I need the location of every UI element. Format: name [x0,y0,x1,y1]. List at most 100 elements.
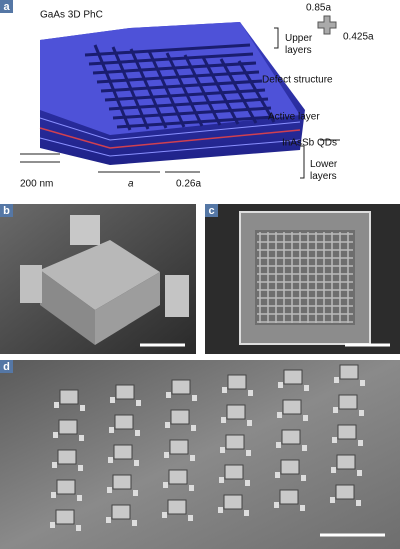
crystal [58,419,78,435]
rod [112,106,272,120]
panel-label: c [208,205,214,217]
active-label: Active layer [268,112,320,123]
pad [110,397,115,403]
pad [188,515,193,521]
pad [135,430,140,436]
pad [134,460,139,466]
pad [164,452,169,458]
pad [108,457,113,463]
pad [165,422,170,428]
rod-width: 0.26a [176,179,201,190]
pad [165,275,189,317]
pad [221,417,226,423]
panel-label-box [205,204,218,217]
text-line: layers [285,45,312,56]
crystal [168,469,188,485]
pad [109,427,114,433]
pad [50,522,55,528]
crystal [283,369,303,385]
pad [54,402,59,408]
pad [20,265,42,303]
crystal-side [40,270,95,345]
panel-label-box [0,360,13,373]
pad [133,490,138,496]
defect-cross [317,15,337,35]
pad [106,517,111,523]
crystal [111,504,131,520]
pad [218,507,223,513]
pad [192,395,197,401]
pad [275,472,280,478]
pad [303,415,308,421]
width-label: 0.85a [306,3,331,14]
crystal [171,379,191,395]
pad [330,497,335,503]
crystal-side [95,272,160,345]
rod-grid [257,232,353,323]
crystal [224,464,244,480]
panel-b: b [0,204,196,354]
crystal [280,459,300,475]
pad [359,410,364,416]
text-line: Lower [310,159,338,170]
crystal [55,509,75,525]
crystal [167,499,187,515]
pad [107,487,112,493]
pad [191,425,196,431]
pad [360,380,365,386]
qd-label: InAsSb QDs [282,138,337,149]
crystal [223,494,243,510]
pad [245,480,250,486]
period: a [128,179,134,190]
pad [302,445,307,451]
pad [246,450,251,456]
crystal [59,389,79,405]
pad [247,420,252,426]
crystal [115,384,135,400]
crystal [335,484,355,500]
panel-c: c [205,204,400,354]
title: GaAs 3D PhC [40,10,103,21]
rod-array [255,230,355,325]
pad [77,495,82,501]
crystal [226,404,246,420]
pad [357,470,362,476]
pad [248,390,253,396]
defect-label: Defect structure [262,75,333,86]
rod [116,115,275,129]
pad [70,215,100,245]
pad [274,502,279,508]
layer-line [39,117,301,141]
pad [162,512,167,518]
pad [244,510,249,516]
crystal [170,409,190,425]
brackets [274,27,305,179]
crystal [339,364,359,380]
pad [51,492,56,498]
rod [219,58,258,124]
panel-d: d [0,360,400,549]
pad [189,485,194,491]
panel-label-box [0,204,13,217]
rod [108,97,269,111]
crystal [282,399,302,415]
pad [358,440,363,446]
crystal [336,454,356,470]
panel-label: d [3,361,10,373]
rod [183,54,222,126]
rod [84,43,251,57]
panel-label-box [0,0,13,13]
panel-label: b [3,205,10,217]
panel-label: a [3,1,10,13]
crystal [227,374,247,390]
pad [356,500,361,506]
pad [300,505,305,511]
pad [80,405,85,411]
pad [78,465,83,471]
pad [190,455,195,461]
pad [53,432,58,438]
pad [332,437,337,443]
pad [76,525,81,531]
crystal [225,434,245,450]
